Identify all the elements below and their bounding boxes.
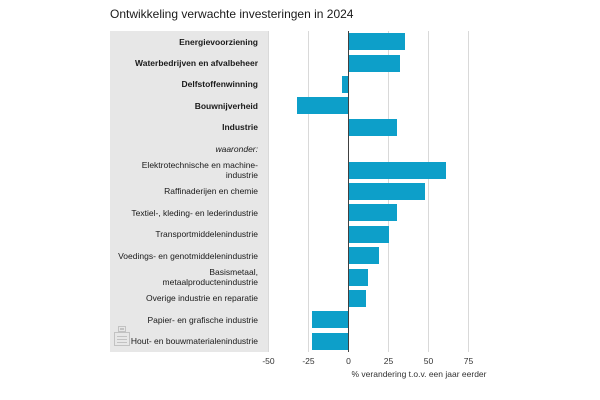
machine-pictogram-line bbox=[117, 342, 127, 343]
gridline-x--50 bbox=[268, 31, 269, 352]
category-label: Overige industrie en reparatie bbox=[146, 293, 258, 304]
bar bbox=[348, 204, 397, 222]
bar bbox=[311, 311, 349, 329]
x-tick-label: -25 bbox=[302, 356, 315, 366]
bar bbox=[348, 247, 379, 265]
chart-title: Ontwikkeling verwachte investeringen in … bbox=[110, 7, 354, 21]
bar bbox=[348, 290, 367, 307]
category-label: waaronder: bbox=[215, 143, 258, 154]
bar bbox=[348, 54, 400, 72]
category-label: Basismetaal, metaalproductenindustrie bbox=[162, 267, 258, 288]
bar bbox=[348, 161, 447, 179]
category-label: Waterbedrijven en afvalbeheer bbox=[135, 58, 258, 69]
x-tick-label: 50 bbox=[423, 356, 434, 366]
bar bbox=[348, 118, 397, 136]
bar bbox=[311, 332, 349, 350]
gridline-x--25 bbox=[308, 31, 309, 352]
category-label: Bouwnijverheid bbox=[194, 100, 258, 111]
bar bbox=[348, 183, 426, 200]
x-tick-label: 75 bbox=[463, 356, 474, 366]
x-tick-label: -50 bbox=[262, 356, 275, 366]
machine-pictogram-body bbox=[114, 332, 130, 346]
category-label: Raffinaderijen en chemie bbox=[164, 186, 258, 197]
category-label: Delfstoffenwinning bbox=[181, 79, 259, 90]
category-label: Industrie bbox=[222, 122, 258, 133]
category-label: Textiel-, kleding- en lederindustrie bbox=[131, 207, 258, 218]
category-label: Elektrotechnische en machine- industrie bbox=[141, 160, 258, 181]
category-label: Voedings- en genotmiddelenindustrie bbox=[118, 250, 258, 261]
bar bbox=[348, 268, 368, 286]
machine-pictogram-line bbox=[117, 339, 127, 340]
x-tick-label: 25 bbox=[383, 356, 394, 366]
bar bbox=[342, 76, 349, 93]
machine-pictogram-line bbox=[117, 336, 127, 337]
bar bbox=[297, 97, 349, 115]
gridline-x-75 bbox=[468, 31, 469, 352]
machine-pictogram-icon bbox=[114, 326, 132, 347]
zero-axis-line bbox=[347, 31, 350, 352]
gridline-x-50 bbox=[428, 31, 429, 352]
x-axis-title: % verandering t.o.v. een jaar eerder bbox=[351, 369, 487, 379]
category-label: Transportmiddelenindustrie bbox=[155, 229, 258, 240]
bar bbox=[348, 225, 389, 243]
machine-pictogram-head bbox=[118, 326, 126, 332]
x-tick-label: 0 bbox=[346, 356, 351, 366]
category-label: Energievoorziening bbox=[179, 36, 258, 47]
bar bbox=[348, 33, 405, 51]
category-label: Hout- en bouwmaterialenindustrie bbox=[130, 336, 258, 347]
category-label-panel: Energievoorziening Waterbedrijven en afva… bbox=[110, 31, 268, 352]
category-label: Papier- en grafische industrie bbox=[147, 314, 258, 325]
